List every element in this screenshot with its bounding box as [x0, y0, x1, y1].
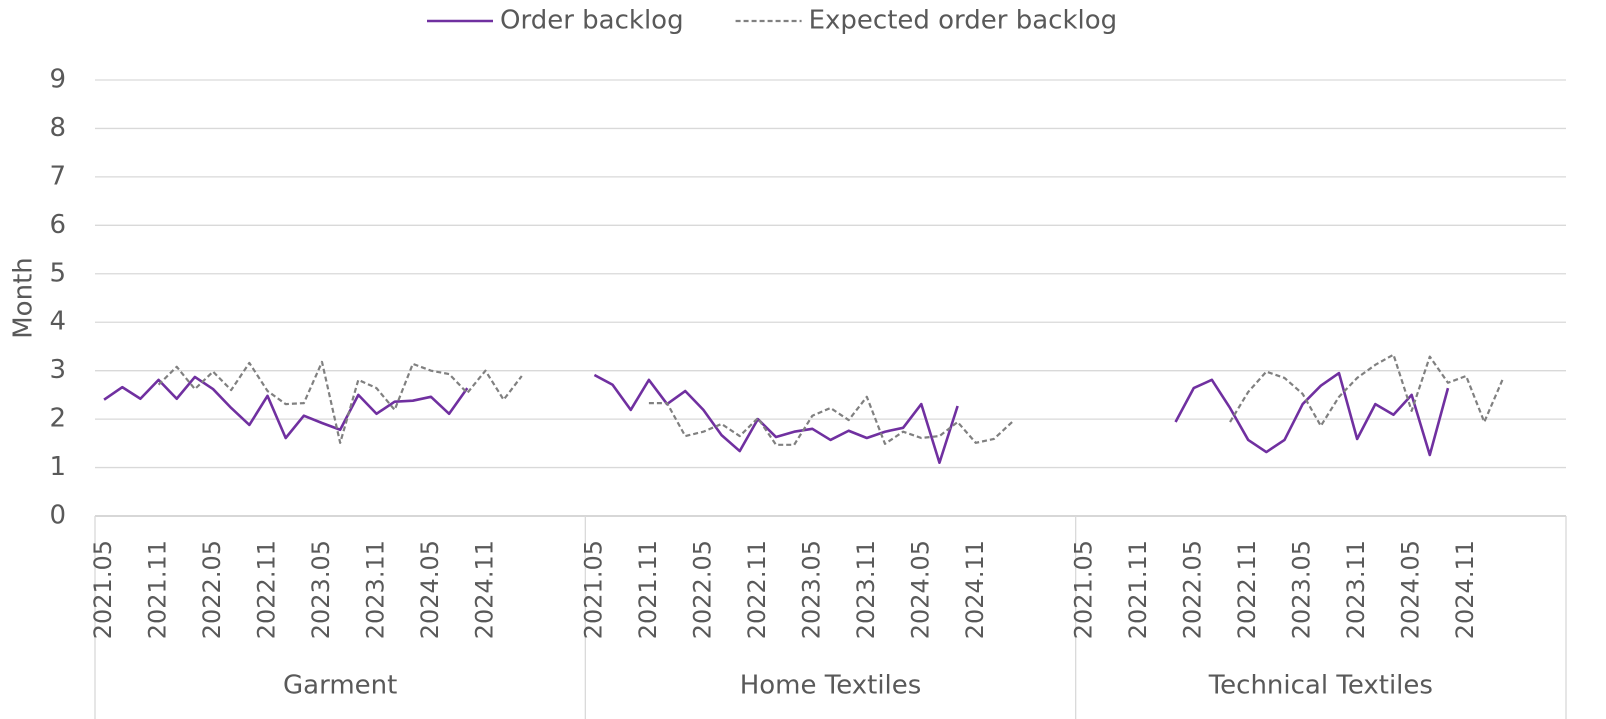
- x-tick-label: 2021.05: [579, 540, 607, 639]
- series-line: [103, 371, 1450, 465]
- legend-label: Expected order backlog: [809, 6, 1118, 36]
- y-tick-label: 4: [49, 307, 66, 337]
- y-tick-label: 8: [49, 113, 66, 143]
- x-tick-label: 2023.11: [361, 540, 389, 639]
- x-tick-label: 2022.05: [688, 540, 716, 639]
- x-tick-label: 2024.11: [470, 540, 498, 639]
- x-tick-label: 2021.11: [1124, 540, 1152, 639]
- y-tick-label: 5: [49, 258, 66, 288]
- x-tick-label: 2021.05: [1070, 540, 1098, 639]
- x-tick-label: 2024.11: [1451, 540, 1479, 639]
- x-tick-label: 2022.05: [198, 540, 226, 639]
- y-tick-label: 2: [49, 404, 66, 434]
- x-tick-label: 2023.05: [1288, 540, 1316, 639]
- x-tick-label: 2023.11: [1342, 540, 1370, 639]
- x-tick-label: 2023.05: [797, 540, 825, 639]
- legend-label: Order backlog: [500, 6, 684, 36]
- x-tick-label: 2021.11: [144, 540, 172, 639]
- x-tick-label: 2024.05: [906, 540, 934, 639]
- y-tick-label: 1: [49, 452, 66, 482]
- x-tick-label: 2021.11: [634, 540, 662, 639]
- x-tick-label: 2022.11: [743, 540, 771, 639]
- y-tick-label: 3: [49, 355, 66, 385]
- x-tick-label: 2024.05: [1397, 540, 1425, 639]
- y-axis-label: Month: [9, 257, 39, 339]
- y-tick-label: 7: [49, 161, 66, 191]
- x-tick-label: 2022.11: [253, 540, 281, 639]
- group-label: Technical Textiles: [1208, 671, 1433, 701]
- x-tick-label: 2024.11: [961, 540, 989, 639]
- group-label: Home Textiles: [740, 671, 922, 701]
- y-tick-label: 0: [49, 501, 66, 531]
- x-tick-label: 2023.05: [307, 540, 335, 639]
- series-line: [157, 353, 1504, 446]
- y-tick-label: 6: [49, 210, 66, 240]
- group-label: Garment: [283, 671, 397, 701]
- x-tick-label: 2023.11: [852, 540, 880, 639]
- x-tick-label: 2022.11: [1233, 540, 1261, 639]
- x-tick-label: 2024.05: [416, 540, 444, 639]
- x-tick-label: 2021.05: [89, 540, 117, 639]
- y-tick-label: 9: [49, 65, 66, 95]
- x-tick-label: 2022.05: [1179, 540, 1207, 639]
